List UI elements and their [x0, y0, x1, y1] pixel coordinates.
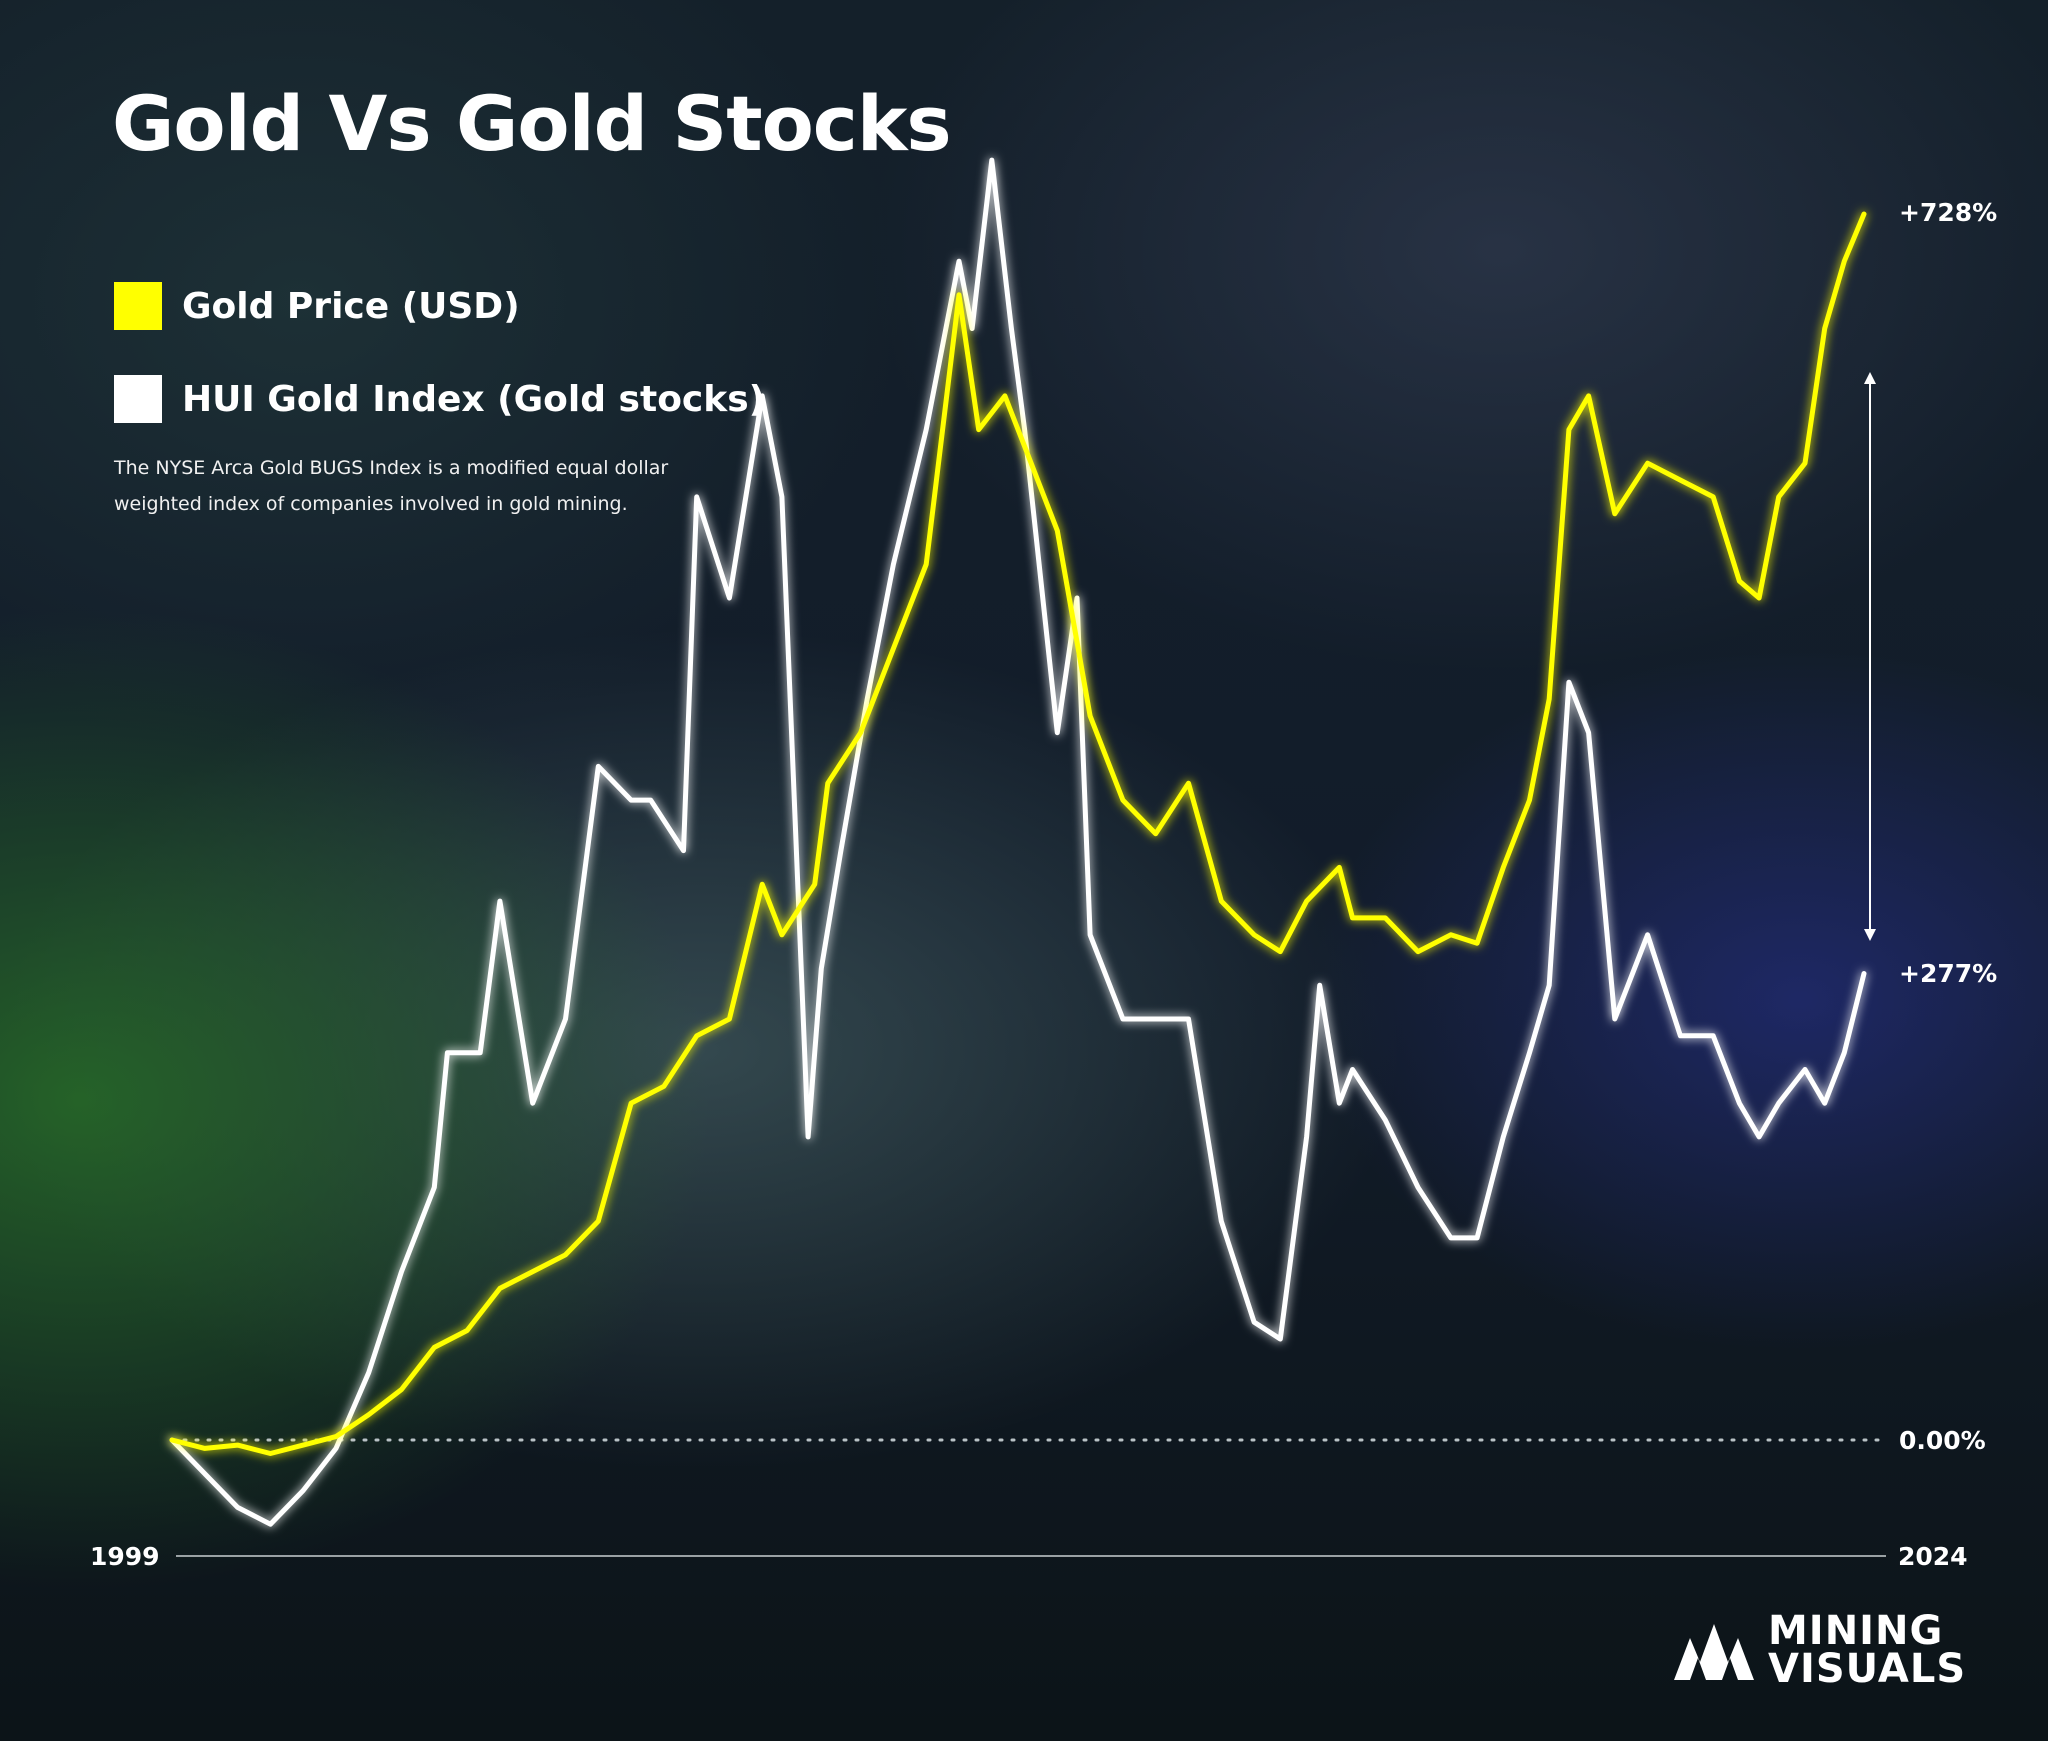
- brand-line-2: VISUALS: [1768, 1646, 1967, 1692]
- legend-item-hui: HUI Gold Index (Gold stocks): [114, 375, 765, 423]
- legend-label-gold: Gold Price (USD): [182, 285, 520, 327]
- index-description: The NYSE Arca Gold BUGS Index is a modif…: [114, 457, 669, 515]
- brand-line-1: MINING: [1768, 1608, 1944, 1654]
- legend-swatch-gold: [114, 282, 162, 330]
- brand-text: MINING VISUALS: [1768, 1608, 1967, 1692]
- hui-index-line: [169, 157, 1867, 1527]
- legend-swatch-hui: [114, 375, 162, 423]
- hui-end-label: +277%: [1899, 959, 1997, 988]
- gold-price-line: [169, 211, 1867, 1456]
- gold-end-label: +728%: [1899, 198, 1997, 227]
- page-title: Gold Vs Gold Stocks: [112, 79, 952, 168]
- mountain-logo-icon: [1674, 1624, 1754, 1680]
- legend-item-gold: Gold Price (USD): [114, 282, 520, 330]
- x-axis-end-label: 2024: [1898, 1542, 1968, 1571]
- x-axis-start-label: 1999: [90, 1542, 160, 1571]
- legend-label-hui: HUI Gold Index (Gold stocks): [182, 378, 766, 420]
- brand-logo: MINING VISUALS: [1672, 1608, 1967, 1692]
- baseline-label: 0.00%: [1899, 1426, 1986, 1455]
